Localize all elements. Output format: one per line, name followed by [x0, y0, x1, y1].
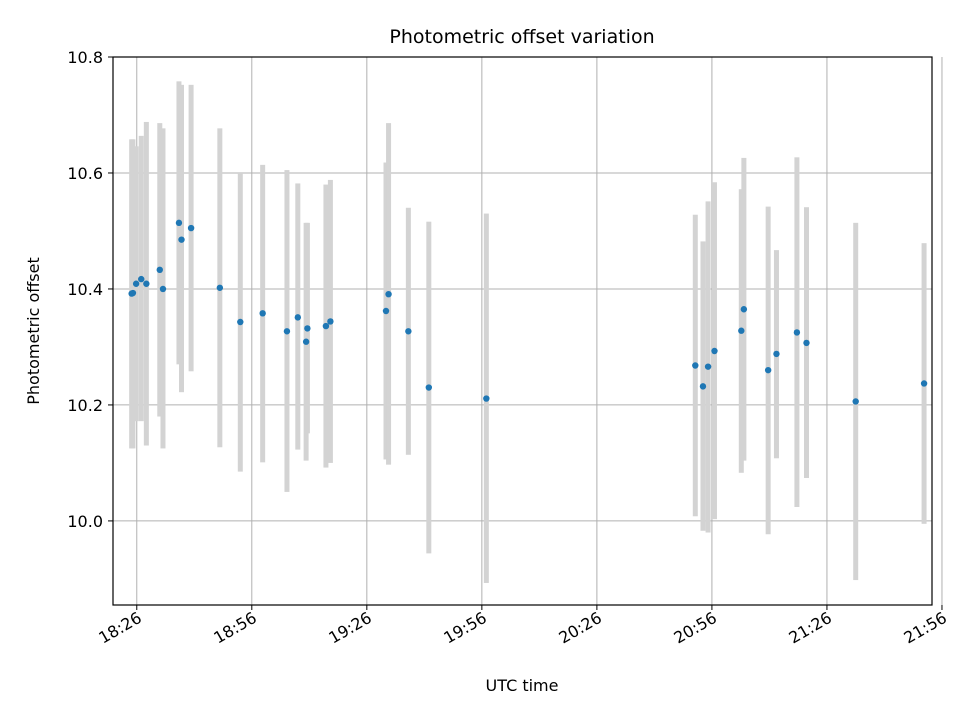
data-point	[704, 363, 712, 370]
plot-frame	[112, 56, 933, 606]
data-point	[237, 318, 244, 326]
data-point	[187, 224, 195, 232]
data-point	[382, 307, 390, 315]
y-tick-label: 10.8	[67, 48, 103, 67]
data-point	[175, 219, 183, 227]
data-point	[302, 338, 310, 345]
data-point	[283, 328, 291, 335]
data-point	[803, 339, 810, 347]
data-point	[692, 362, 699, 369]
y-axis: 10.0 10.2 10.4 10.6 10.8	[67, 48, 113, 531]
data-point	[259, 310, 266, 317]
data-point	[322, 322, 330, 330]
data-point	[304, 325, 311, 332]
x-axis-title: UTC time	[486, 676, 559, 695]
y-tick-label: 10.0	[67, 512, 103, 531]
data-point	[156, 266, 163, 274]
y-tick-label: 10.2	[67, 396, 103, 415]
data-point	[483, 395, 490, 402]
data-points	[128, 219, 928, 405]
data-point	[138, 275, 145, 283]
data-point	[920, 380, 928, 387]
chart-title: Photometric offset variation	[389, 26, 654, 48]
y-tick-label: 10.4	[67, 280, 103, 299]
data-point	[773, 350, 780, 358]
data-point	[159, 285, 167, 293]
data-point	[216, 284, 224, 291]
data-point	[143, 280, 150, 287]
data-point	[425, 384, 433, 391]
y-axis-title: Photometric offset	[24, 257, 43, 405]
y-tick-label: 10.6	[67, 164, 103, 183]
data-point	[699, 383, 707, 390]
data-point	[740, 306, 748, 313]
data-point	[711, 347, 718, 355]
data-point	[327, 318, 334, 325]
data-point	[852, 398, 859, 405]
data-point	[385, 290, 392, 298]
data-point	[129, 289, 137, 297]
data-point	[738, 327, 745, 334]
data-point	[793, 329, 801, 336]
data-point	[764, 366, 772, 374]
data-point	[405, 328, 412, 335]
data-point	[178, 236, 185, 243]
data-point	[132, 280, 140, 287]
data-point	[294, 314, 302, 321]
